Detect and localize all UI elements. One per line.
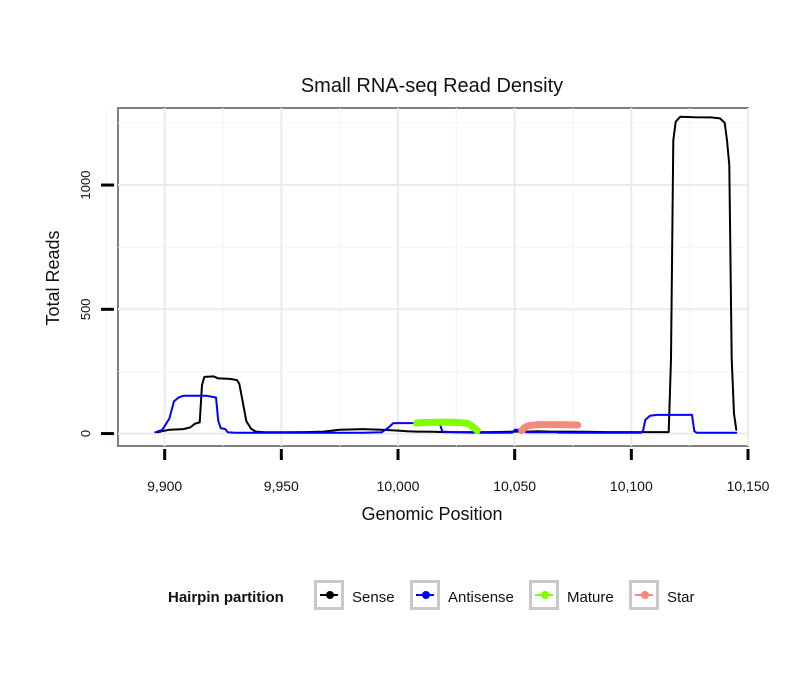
- x-tick-label: 10,100: [610, 478, 653, 494]
- chart-area: Small RNA-seq Read Density 9,900 9,950 10,…: [43, 75, 770, 524]
- chart-title: Small RNA-seq Read Density: [301, 75, 563, 97]
- grid-lines: [105, 108, 749, 446]
- legend-key-star: [629, 580, 659, 610]
- x-axis-label: Genomic Position: [361, 504, 502, 524]
- x-tick-label: 10,150: [727, 478, 770, 494]
- x-tick-label: 10,000: [377, 478, 420, 494]
- series-line-antisense: [154, 394, 738, 434]
- legend-key-sense: [314, 580, 344, 610]
- legend-key-mature: [529, 580, 559, 610]
- axes: 9,900 9,950 10,000 10,050 10,100 10,150 0 500 10…: [78, 171, 770, 494]
- legend-title: Hairpin partition: [168, 589, 284, 606]
- series-line-sense: [156, 115, 738, 434]
- legend-label-star: Star: [667, 589, 695, 606]
- x-tick-label: 9,900: [147, 478, 182, 494]
- legend-label-antisense: Antisense: [448, 589, 514, 606]
- legend-dot-antisense: [422, 591, 430, 599]
- legend-key-antisense: [410, 580, 440, 610]
- plot-background: [117, 107, 749, 447]
- x-tick-label: 9,950: [264, 478, 299, 494]
- y-tick-label: 0: [78, 430, 93, 437]
- series-line-star: [518, 421, 582, 435]
- legend-dot-sense: [326, 591, 334, 599]
- series-line-mature: [413, 418, 481, 435]
- legend-label-sense: Sense: [352, 589, 395, 606]
- y-tick-label: 1000: [78, 171, 93, 200]
- y-axis-label: Total Reads: [43, 230, 63, 325]
- y-tick-label: 500: [78, 298, 93, 320]
- legend-dot-mature: [541, 591, 549, 599]
- legend: Hairpin partition Sense Antisense Mature…: [0, 578, 810, 618]
- legend-label-mature: Mature: [567, 589, 614, 606]
- legend-dot-star: [641, 591, 649, 599]
- x-tick-label: 10,050: [493, 478, 536, 494]
- series-layer: [154, 115, 738, 435]
